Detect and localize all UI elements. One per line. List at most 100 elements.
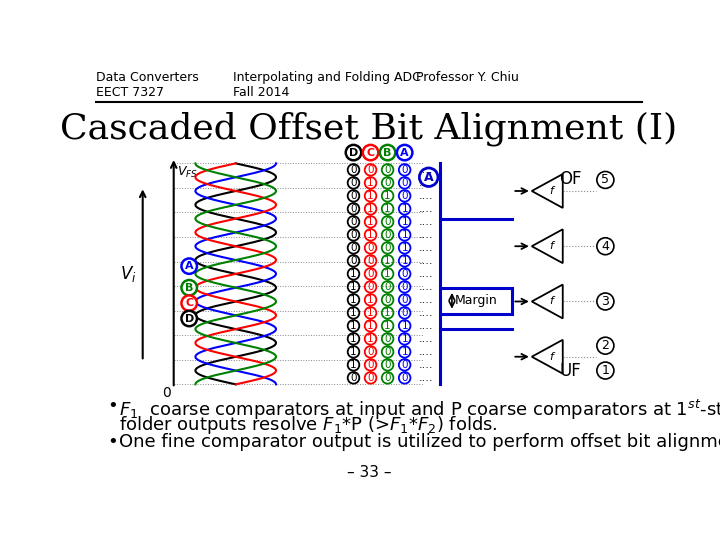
Text: 0: 0 — [350, 256, 356, 266]
Text: 1: 1 — [601, 364, 609, 377]
Text: 0: 0 — [402, 178, 408, 188]
Text: 0: 0 — [350, 217, 356, 227]
Text: 1: 1 — [350, 269, 357, 279]
Text: ....: .... — [418, 191, 433, 201]
Text: C: C — [185, 298, 193, 308]
Text: 1: 1 — [401, 321, 408, 331]
Text: 1: 1 — [367, 178, 374, 188]
Text: 0: 0 — [384, 360, 391, 370]
Text: 1: 1 — [350, 334, 357, 344]
Text: One fine comparator output is utilized to perform offset bit alignment.: One fine comparator output is utilized t… — [120, 433, 720, 451]
Text: Margin: Margin — [454, 294, 497, 307]
Text: 5: 5 — [601, 173, 609, 186]
Text: 1: 1 — [350, 360, 357, 370]
Text: $V_i$: $V_i$ — [120, 264, 137, 284]
Text: ....: .... — [418, 243, 433, 253]
Text: 0: 0 — [402, 165, 408, 175]
Text: 0: 0 — [350, 191, 356, 201]
Text: ....: .... — [418, 308, 433, 318]
Text: 1: 1 — [401, 204, 408, 214]
Circle shape — [181, 311, 197, 326]
Text: 0: 0 — [350, 204, 356, 214]
Text: 4: 4 — [601, 240, 609, 253]
Text: 1: 1 — [384, 256, 391, 266]
Text: B: B — [384, 147, 392, 158]
Circle shape — [346, 145, 361, 160]
Text: 0: 0 — [367, 347, 374, 357]
Text: 0: 0 — [367, 373, 374, 383]
Text: 1: 1 — [350, 295, 357, 305]
Text: A: A — [400, 147, 409, 158]
Text: 0: 0 — [384, 230, 391, 240]
Text: ....: .... — [418, 295, 433, 305]
Text: 0: 0 — [367, 360, 374, 370]
Text: 0: 0 — [350, 178, 356, 188]
Text: 0: 0 — [384, 282, 391, 292]
Text: 0: 0 — [367, 243, 374, 253]
Text: A: A — [424, 171, 433, 184]
Text: ....: .... — [418, 165, 433, 175]
Text: 0: 0 — [402, 282, 408, 292]
Text: 0: 0 — [384, 217, 391, 227]
Text: ....: .... — [418, 360, 433, 370]
Text: 0: 0 — [384, 243, 391, 253]
Text: 1: 1 — [401, 230, 408, 240]
Text: 0: 0 — [162, 386, 171, 400]
Text: 0: 0 — [350, 230, 356, 240]
Text: 0: 0 — [384, 334, 391, 344]
Circle shape — [181, 280, 197, 295]
Text: ....: .... — [418, 269, 433, 279]
Text: 1: 1 — [401, 217, 408, 227]
Text: 0: 0 — [367, 165, 374, 175]
Text: $V_{FS}$: $V_{FS}$ — [177, 165, 198, 180]
Text: 1: 1 — [367, 295, 374, 305]
Text: C: C — [366, 147, 374, 158]
Text: 1: 1 — [384, 191, 391, 201]
Text: 2: 2 — [601, 339, 609, 352]
Text: •: • — [107, 433, 118, 451]
Text: Interpolating and Folding ADC
Fall 2014: Interpolating and Folding ADC Fall 2014 — [233, 71, 421, 99]
Text: 1: 1 — [367, 191, 374, 201]
Text: 1: 1 — [384, 269, 391, 279]
Text: 0: 0 — [402, 269, 408, 279]
Text: $F_1$  coarse comparators at input and P coarse comparators at 1$^{st}$-stage: $F_1$ coarse comparators at input and P … — [120, 397, 720, 422]
Circle shape — [380, 145, 395, 160]
Text: 1: 1 — [367, 204, 374, 214]
Text: 1: 1 — [384, 321, 391, 331]
Text: 1: 1 — [350, 321, 357, 331]
Text: 0: 0 — [350, 165, 356, 175]
Text: 0: 0 — [402, 295, 408, 305]
Text: 1: 1 — [384, 204, 391, 214]
Text: 0: 0 — [402, 308, 408, 318]
Text: 0: 0 — [402, 360, 408, 370]
Text: 1: 1 — [350, 308, 357, 318]
Text: 1: 1 — [401, 334, 408, 344]
Text: 0: 0 — [350, 243, 356, 253]
Text: D: D — [184, 314, 194, 323]
Text: A: A — [185, 261, 194, 271]
Text: 0: 0 — [384, 165, 391, 175]
Text: 1: 1 — [401, 347, 408, 357]
Text: 0: 0 — [367, 282, 374, 292]
Text: 1: 1 — [367, 230, 374, 240]
Text: OF: OF — [559, 170, 582, 187]
Text: f: f — [549, 186, 553, 196]
Text: ....: .... — [418, 347, 433, 357]
Text: 1: 1 — [401, 256, 408, 266]
Text: 1: 1 — [367, 321, 374, 331]
Text: ....: .... — [418, 373, 433, 383]
Text: ....: .... — [418, 334, 433, 344]
Text: B: B — [185, 283, 194, 293]
Circle shape — [181, 295, 197, 311]
Text: 0: 0 — [384, 178, 391, 188]
Text: 0: 0 — [384, 295, 391, 305]
Text: Cascaded Offset Bit Alignment (I): Cascaded Offset Bit Alignment (I) — [60, 111, 678, 146]
Text: ....: .... — [418, 321, 433, 331]
Text: 0: 0 — [350, 373, 356, 383]
Text: 0: 0 — [402, 191, 408, 201]
Text: 1: 1 — [350, 282, 357, 292]
Text: ....: .... — [418, 230, 433, 240]
Text: 1: 1 — [350, 347, 357, 357]
Text: ....: .... — [418, 256, 433, 266]
Text: 3: 3 — [601, 295, 609, 308]
